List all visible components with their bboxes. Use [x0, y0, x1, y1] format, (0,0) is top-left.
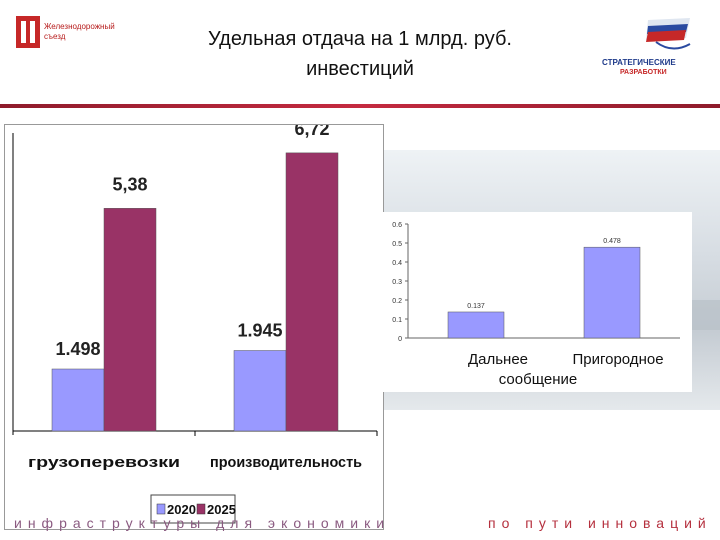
data-label: 1.498 [55, 339, 100, 359]
legend-swatch-2025 [196, 503, 206, 515]
y-tick-label: 0.4 [392, 260, 402, 267]
data-label: 6,72 [294, 125, 329, 139]
bar-2025-1 [103, 208, 157, 432]
logo-left-line2: съезд [44, 32, 66, 41]
title-line1: Удельная отдача на 1 млрд. руб. [208, 28, 512, 50]
bar-2020-1 [51, 368, 105, 432]
legend-box [150, 494, 236, 524]
bar-2 [583, 246, 641, 339]
title-line2: инвестиций [306, 58, 414, 80]
small-chart-panel: 0 0.1 0.2 0.3 0.4 0.5 0.6 0.137 0.478 Дальнее Приг… [378, 212, 692, 392]
slide-title: Удельная отдача на 1 млрд. руб. инвестиц… [160, 24, 560, 84]
bar-2020-2 [233, 350, 287, 432]
logo-left-line1: Железнодорожный [44, 22, 115, 31]
main-bar-chart: 1.498 5,38 грузоперевозки 1.945 6,72 производ… [12, 119, 378, 524]
railway-logo-icon [16, 16, 40, 48]
flag-emblem-icon [646, 18, 691, 50]
x-tick-label: производительность [210, 454, 362, 471]
y-tick-label: 0.5 [392, 241, 402, 248]
x-tick-label: Дальнее [468, 351, 528, 368]
logo-right-line2: РАЗРАБОТКИ [620, 69, 667, 76]
data-label: 5,38 [112, 174, 147, 194]
legend-swatch-2020 [156, 503, 166, 515]
legend-label: 2025 [207, 502, 236, 517]
data-label: 0.137 [467, 303, 485, 310]
main-chart-panel: 1.498 5,38 грузоперевозки 1.945 6,72 производ… [4, 119, 384, 530]
logo-right-line1: СТРАТЕГИЧЕСКИЕ [602, 58, 676, 67]
x-tick-label: грузоперевозки [28, 454, 180, 471]
x-category-caption: сообщение [499, 371, 577, 388]
bar-2025-2 [285, 152, 339, 432]
y-tick-label: 0.2 [392, 298, 402, 305]
header-divider [0, 104, 720, 108]
y-tick-label: 0.3 [392, 279, 402, 286]
strategic-developments-logo: СТРАТЕГИЧЕСКИЕ РАЗРАБОТКИ [598, 14, 710, 84]
x-tick-label: Пригородное [572, 351, 663, 368]
y-tick-label: 0.6 [392, 222, 402, 229]
footer-left-slogan: инфраструктуры для экономики [14, 515, 391, 531]
data-label: 0.478 [603, 238, 621, 245]
footer-right-slogan: по пути инноваций [488, 515, 712, 531]
data-label: 1.945 [237, 320, 282, 340]
small-bar-chart: 0 0.1 0.2 0.3 0.4 0.5 0.6 0.137 0.478 Дальнее Приг… [392, 222, 680, 388]
bar-1 [447, 311, 505, 339]
y-tick-label: 0 [398, 336, 402, 343]
railway-congress-logo: Железнодорожный съезд [16, 16, 136, 50]
legend-label: 2020 [167, 502, 196, 517]
y-tick-label: 0.1 [392, 317, 402, 324]
